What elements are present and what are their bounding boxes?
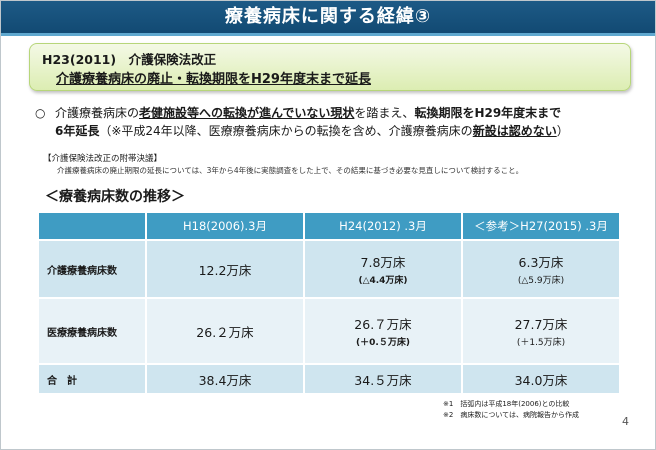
table-cell: 34.５万床 — [303, 363, 463, 395]
cell-comparison: (＋0.５万床) — [356, 338, 410, 348]
table-header: H24(2012) .3月 — [303, 211, 463, 241]
bed-count-table: H18(2006).3月 H24(2012) .3月 ＜参考＞H27(2015)… — [37, 211, 621, 395]
page-number: 4 — [622, 415, 629, 428]
bullet-emphasis-2: 転換期限をH29年度末まで — [414, 106, 562, 120]
bullet-emphasis-4: 新設は認めない — [472, 124, 557, 138]
cell-value: 26.７万床 — [354, 317, 412, 332]
table-cell: 26.７万床 (＋0.５万床) — [303, 297, 463, 365]
table-cell: 27.7万床 (＋1.5万床) — [461, 297, 621, 365]
cell-comparison: (△4.4万床) — [358, 276, 408, 286]
cell-value: 34.0万床 — [514, 372, 568, 388]
row-label: 介護療養病床数 — [37, 239, 147, 299]
table-header: ＜参考＞H27(2015) .3月 — [461, 211, 621, 241]
table-header: H18(2006).3月 — [145, 211, 305, 241]
cell-value: 6.3万床 — [518, 255, 564, 270]
cell-value: 27.7万床 — [514, 317, 568, 332]
bullet-emphasis-3: 6年延長 — [55, 124, 100, 138]
table-cell: 26.２万床 — [145, 297, 305, 365]
table-row: 医療療養病床数 26.２万床 26.７万床 (＋0.５万床) 27.7万床 (＋1.… — [37, 297, 621, 365]
bullet-line2: 6年延長（※平成24年以降、医療療養病床からの転換を含め、介護療養病床の新設は認… — [55, 122, 569, 140]
table-cell: 38.4万床 — [145, 363, 305, 395]
table-cell: 34.0万床 — [461, 363, 621, 395]
cell-value: 26.２万床 — [196, 324, 254, 340]
headline-line2: 介護療養病床の廃止・転換期限をH29年度末まで延長 — [56, 72, 371, 87]
bullet-text-4: ） — [556, 124, 569, 138]
row-label: 医療療養病床数 — [37, 297, 147, 365]
headline-line1: H23(2011) 介護保険法改正 — [42, 52, 217, 67]
bullet-emphasis-1: 老健施設等への転換が進んでいない現状 — [139, 106, 355, 120]
table-cell: 7.8万床 (△4.4万床) — [303, 239, 463, 299]
resolution-body: 介護療養病床の廃止期限の延長については、3年から4年後に実態調査をした上で、その… — [57, 166, 524, 175]
table-corner — [37, 211, 147, 241]
cell-comparison: (△5.9万床) — [517, 276, 565, 286]
bullet-mark: ○ — [35, 106, 46, 120]
cell-value: 34.５万床 — [354, 372, 412, 388]
footnote-2: ※2 病床数については、病院報告から作成 — [443, 411, 579, 419]
cell-value: 38.4万床 — [198, 372, 252, 388]
slide-title: 療養病床に関する経緯③ — [1, 1, 655, 33]
table-row: 合 計 38.4万床 34.５万床 34.0万床 — [37, 363, 621, 395]
cell-value: 12.2万床 — [198, 262, 252, 278]
table-cell: 12.2万床 — [145, 239, 305, 299]
headline-box: H23(2011) 介護保険法改正 介護療養病床の廃止・転換期限をH29年度末ま… — [29, 43, 631, 91]
cell-value: 7.8万床 — [360, 255, 406, 270]
bullet-text-2: を踏まえ、 — [354, 106, 415, 120]
table-row: 介護療養病床数 12.2万床 7.8万床 (△4.4万床) 6.3万床 (△5.9万… — [37, 239, 621, 299]
bullet-text-1: 介護療養病床の — [55, 106, 140, 120]
section-title: ＜療養病床数の推移＞ — [45, 189, 185, 205]
footnote-1: ※1 括弧内は平成18年(2006)との比較 — [443, 400, 570, 408]
bullet-line1: 介護療養病床の老健施設等への転換が進んでいない現状を踏まえ、転換期限をH29年度… — [55, 104, 561, 122]
table-cell: 6.3万床 (△5.9万床) — [461, 239, 621, 299]
bullet-text-3: （※平成24年以降、医療療養病床からの転換を含め、介護療養病床の — [99, 124, 473, 138]
title-underline — [1, 33, 655, 36]
resolution-heading: 【介護保険法改正の附帯決議】 — [43, 154, 163, 164]
row-label: 合 計 — [37, 363, 147, 395]
cell-comparison: (＋1.5万床) — [516, 338, 566, 348]
